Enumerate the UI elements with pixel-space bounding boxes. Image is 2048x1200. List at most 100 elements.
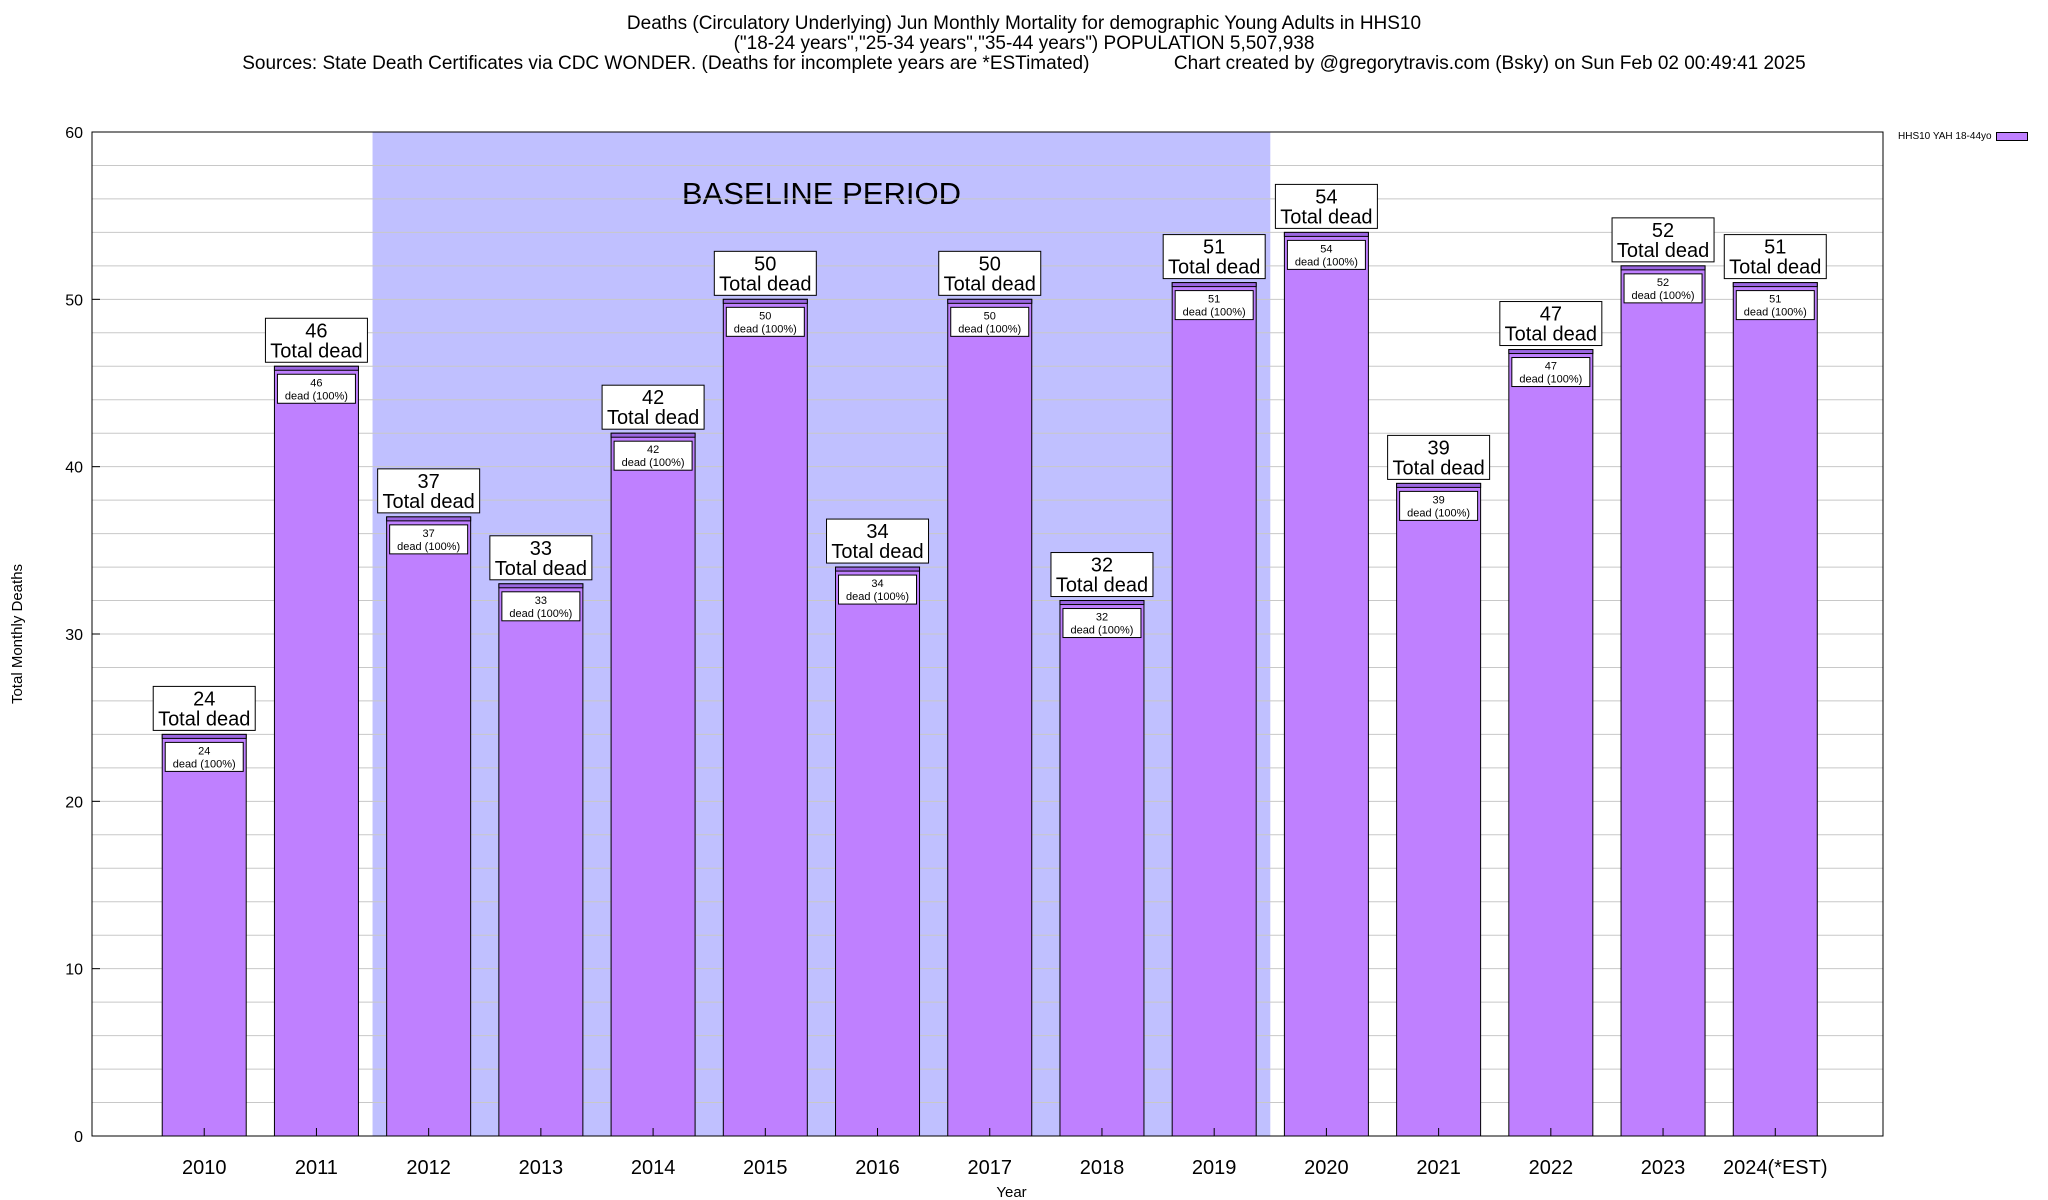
bar-total-label: Total dead <box>1168 257 1260 279</box>
bar <box>1396 482 1482 1137</box>
x-tick-label: 2022 <box>1529 1157 1574 1179</box>
bar-inner-label-box <box>164 741 244 772</box>
bar-inner-value: 33 <box>535 595 547 607</box>
y-tick-label: 60 <box>65 125 83 142</box>
y-tick-label: 0 <box>74 1129 83 1146</box>
bar-inner-label: dead (100%) <box>1295 256 1358 268</box>
bar-inner-label: dead (100%) <box>509 608 572 620</box>
chart-sources: Sources: State Death Certificates via CD… <box>242 53 1090 74</box>
bar-total-value: 50 <box>979 253 1001 275</box>
bar-total-label-box <box>1499 301 1603 347</box>
x-tick-label: 2017 <box>967 1157 1012 1179</box>
bar-total-label-box <box>1050 552 1154 598</box>
bar-total-value: 47 <box>1540 304 1562 326</box>
bar-cap <box>947 298 1033 304</box>
chart-title-block: Deaths (Circulatory Underlying) Jun Mont… <box>0 14 2048 74</box>
bar-inner-label-box <box>838 574 918 605</box>
bar-total-label-box <box>1162 234 1266 280</box>
bar-inner-value: 51 <box>1769 294 1781 306</box>
bar-total-label: Total dead <box>1617 240 1709 262</box>
bar-cap <box>610 432 696 438</box>
bar <box>1732 282 1818 1137</box>
x-tick-label: 2020 <box>1304 1157 1349 1179</box>
bar-inner-value: 24 <box>198 745 210 757</box>
bar-total-value: 33 <box>530 538 552 560</box>
bar-total-label: Total dead <box>607 407 699 429</box>
bar-inner-label: dead (100%) <box>734 323 797 335</box>
bar <box>835 566 921 1137</box>
bar-total-label-box <box>713 250 817 296</box>
bar-inner-value: 42 <box>647 444 659 456</box>
bar-total-value: 50 <box>754 253 776 275</box>
legend-swatch <box>1995 132 2028 141</box>
bar-inner-label-box <box>1735 290 1815 321</box>
x-axis-label: Year <box>996 1184 1026 1200</box>
x-tick-label: 2018 <box>1080 1157 1125 1179</box>
bar <box>1508 349 1594 1137</box>
bar-inner-label-box <box>276 373 356 404</box>
bar-total-label: Total dead <box>831 541 923 563</box>
x-tick-label: 2011 <box>295 1157 338 1179</box>
bar-inner-label-box <box>1286 239 1366 270</box>
bar <box>1283 231 1369 1137</box>
bar-total-label: Total dead <box>719 273 811 295</box>
bar-total-value: 46 <box>305 320 327 342</box>
bar-total-label: Total dead <box>1392 457 1484 479</box>
x-tick-label: 2013 <box>519 1157 564 1179</box>
bar-inner-value: 46 <box>310 377 322 389</box>
bar-inner-value: 52 <box>1657 277 1669 289</box>
bar-inner-label-box <box>1399 490 1479 521</box>
baseline-period-label: BASELINE PERIOD <box>682 176 961 211</box>
bar-total-label-box <box>152 685 256 731</box>
bar-total-label-box <box>601 384 705 430</box>
bar-inner-label-box <box>725 306 805 337</box>
bar-inner-label-box <box>950 306 1030 337</box>
chart-title: Deaths (Circulatory Underlying) Jun Mont… <box>626 13 1422 34</box>
bar-total-value: 54 <box>1315 186 1337 208</box>
bar-inner-label-box <box>501 591 581 622</box>
bar-inner-label: dead (100%) <box>285 390 348 402</box>
bar <box>1059 600 1145 1137</box>
bar-total-label: Total dead <box>944 273 1036 295</box>
bar-cap <box>161 733 247 739</box>
x-tick-label: 2010 <box>182 1157 227 1179</box>
bar-total-value: 37 <box>418 471 440 493</box>
bar-total-label: Total dead <box>495 558 587 580</box>
bar <box>273 365 359 1137</box>
y-tick-label: 10 <box>65 962 83 979</box>
bar-total-value: 34 <box>866 521 888 543</box>
bar-inner-label: dead (100%) <box>1632 290 1695 302</box>
bar-inner-label: dead (100%) <box>173 758 236 770</box>
bar-inner-label-box <box>389 524 469 555</box>
bar-total-label: Total dead <box>1729 257 1821 279</box>
bar-total-label: Total dead <box>1280 206 1372 228</box>
bar-cap <box>1620 265 1706 271</box>
bar-inner-label: dead (100%) <box>846 591 909 603</box>
x-tick-label: 2015 <box>743 1157 788 1179</box>
x-tick-label: 2016 <box>855 1157 900 1179</box>
bar-inner-label-box <box>1174 290 1254 321</box>
x-tick-label: 2021 <box>1416 1157 1461 1179</box>
bar <box>498 583 584 1137</box>
bar-inner-label-box <box>1623 273 1703 304</box>
bar-total-value: 24 <box>193 688 215 710</box>
bar <box>1620 265 1706 1137</box>
bar-total-label: Total dead <box>1056 575 1148 597</box>
bar-inner-value: 47 <box>1545 361 1557 373</box>
bar-total-value: 42 <box>642 387 664 409</box>
bar-inner-label: dead (100%) <box>1744 307 1807 319</box>
bar-inner-label: dead (100%) <box>1183 307 1246 319</box>
bar-cap <box>835 566 921 572</box>
bar-total-label-box <box>489 535 593 581</box>
bar-inner-value: 50 <box>759 310 771 322</box>
bar-cap <box>1508 349 1594 355</box>
x-tick-label: 2019 <box>1192 1157 1237 1179</box>
bar-cap <box>1732 282 1818 288</box>
y-tick-label: 30 <box>65 627 83 644</box>
x-tick-label: 2012 <box>406 1157 451 1179</box>
bar <box>161 733 247 1137</box>
bar <box>610 432 696 1137</box>
bar-total-label-box <box>1611 217 1715 263</box>
bar <box>947 298 1033 1137</box>
bar-total-value: 52 <box>1652 220 1674 242</box>
